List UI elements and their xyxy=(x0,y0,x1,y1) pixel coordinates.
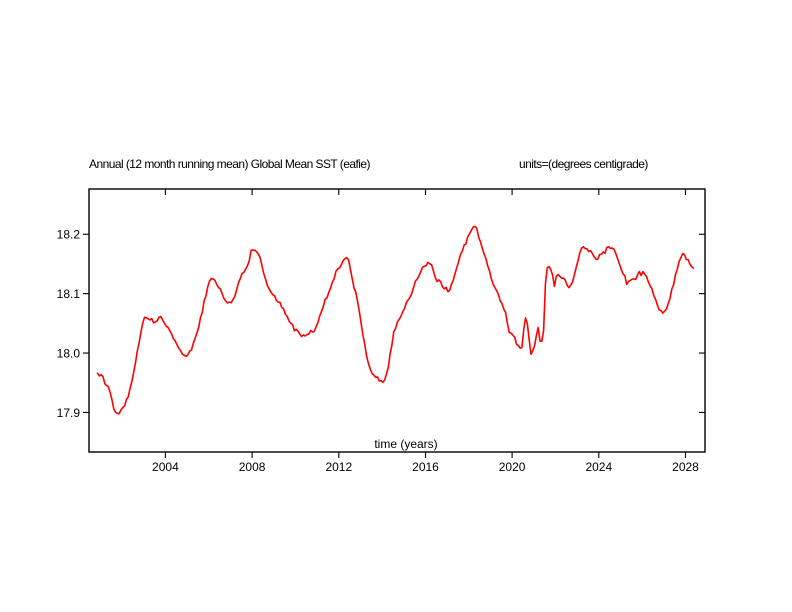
svg-text:time (years): time (years) xyxy=(374,437,437,451)
svg-text:18.2: 18.2 xyxy=(57,228,81,242)
svg-text:units=(degrees centigrade): units=(degrees centigrade) xyxy=(519,157,648,171)
svg-text:2016: 2016 xyxy=(412,460,439,474)
svg-text:2012: 2012 xyxy=(325,460,352,474)
svg-text:2024: 2024 xyxy=(585,460,612,474)
svg-text:2008: 2008 xyxy=(239,460,266,474)
svg-text:Annual (12 month running mean): Annual (12 month running mean) Global Me… xyxy=(89,157,370,171)
svg-text:2028: 2028 xyxy=(672,460,699,474)
svg-text:2004: 2004 xyxy=(152,460,179,474)
svg-text:18.1: 18.1 xyxy=(57,287,81,301)
svg-text:17.9: 17.9 xyxy=(57,406,81,420)
svg-text:18.0: 18.0 xyxy=(57,347,81,361)
svg-text:2020: 2020 xyxy=(499,460,526,474)
